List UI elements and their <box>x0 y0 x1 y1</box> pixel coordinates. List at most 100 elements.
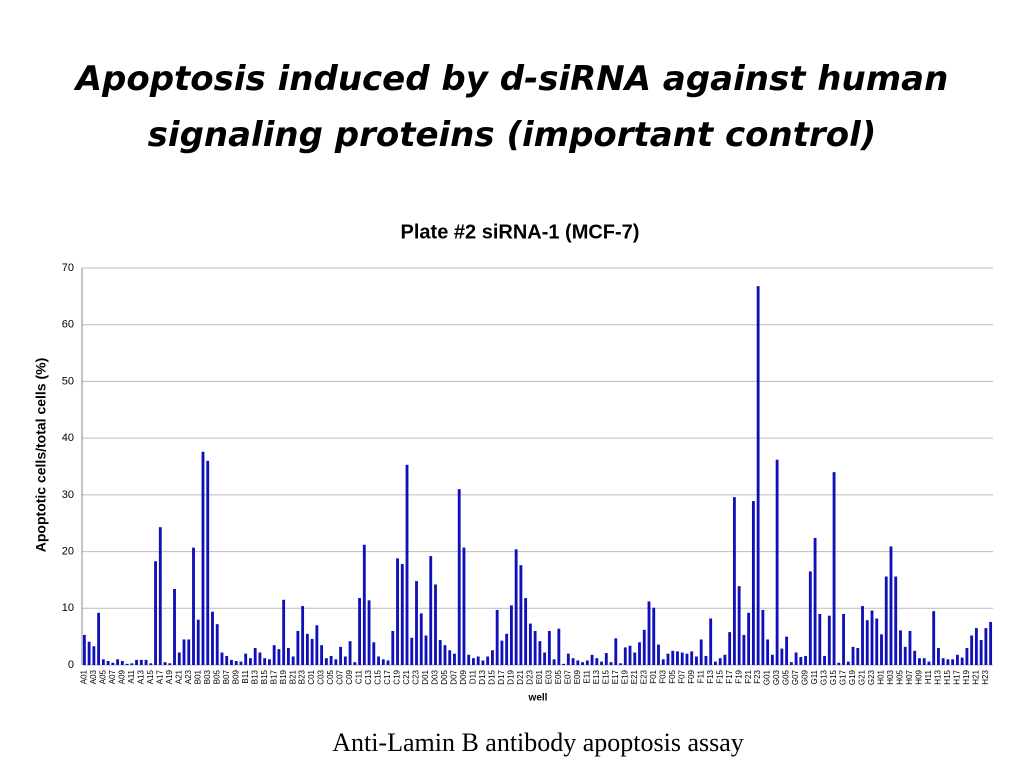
bar <box>415 581 418 665</box>
x-tick-label: H03 <box>886 669 895 684</box>
bar <box>348 641 352 665</box>
bar <box>367 600 371 665</box>
bar <box>766 639 770 665</box>
x-tick-label: E17 <box>611 669 620 684</box>
x-tick-label: A01 <box>79 669 88 684</box>
bar <box>666 653 670 665</box>
x-tick-label: E11 <box>582 669 591 683</box>
x-tick-label: H09 <box>915 669 924 684</box>
bar <box>258 652 262 665</box>
bar <box>472 658 475 665</box>
x-tick-label: B09 <box>231 669 240 684</box>
bar <box>979 640 983 665</box>
x-tick-label: D09 <box>459 669 468 684</box>
bar <box>846 661 850 665</box>
x-tick-label: A17 <box>155 669 164 684</box>
bar <box>946 659 950 665</box>
bar <box>918 658 921 665</box>
x-tick-label: B03 <box>203 669 212 684</box>
x-tick-label: G05 <box>782 669 791 685</box>
x-tick-label: C19 <box>393 669 402 684</box>
bar <box>865 620 869 665</box>
bar <box>206 460 210 665</box>
bar <box>410 637 414 665</box>
x-tick-label: F23 <box>753 669 762 683</box>
bar <box>158 527 162 665</box>
x-tick-label: C17 <box>383 669 392 684</box>
bar <box>775 459 779 665</box>
bar <box>604 653 608 665</box>
y-tick-label: 0 <box>68 659 74 671</box>
bar <box>182 639 186 665</box>
x-tick-label: C03 <box>317 669 326 684</box>
bar <box>827 615 831 665</box>
bar <box>163 662 167 665</box>
bar <box>657 644 660 665</box>
x-axis-label: well <box>528 693 548 704</box>
bar <box>405 464 409 665</box>
bar <box>111 662 115 665</box>
x-tick-label: F17 <box>725 669 734 683</box>
x-tick-label: A03 <box>89 669 98 684</box>
x-tick-label: F03 <box>658 669 667 683</box>
bar <box>960 657 964 665</box>
chart-title: Plate #2 siRNA-1 (MCF-7) <box>401 221 640 243</box>
x-tick-label: F07 <box>677 669 686 683</box>
bar <box>538 641 542 665</box>
bar <box>808 571 812 665</box>
x-tick-label: A13 <box>136 669 145 684</box>
bar <box>875 618 879 665</box>
bar <box>244 653 248 665</box>
bar <box>377 656 380 665</box>
bar <box>301 606 305 665</box>
x-tick-label: E23 <box>639 669 648 684</box>
bar <box>680 652 684 665</box>
bar <box>756 286 760 665</box>
bar <box>623 647 627 665</box>
bar <box>965 647 969 665</box>
bar <box>448 650 452 665</box>
bar <box>685 653 689 665</box>
bar <box>500 640 504 665</box>
bar <box>951 659 955 665</box>
x-tick-label: B21 <box>288 669 297 684</box>
y-tick-label: 60 <box>62 319 74 331</box>
x-tick-label: D21 <box>516 669 525 684</box>
bar <box>358 598 361 665</box>
bar <box>495 609 499 665</box>
x-tick-label: B17 <box>269 669 278 684</box>
x-tick-label: F13 <box>706 669 715 683</box>
x-tick-label: D07 <box>450 669 459 684</box>
x-tick-label: C11 <box>355 669 364 684</box>
x-tick-label: C21 <box>402 669 411 684</box>
bar <box>149 663 153 665</box>
bar <box>334 659 338 665</box>
x-tick-label: G23 <box>867 669 876 685</box>
x-tick-label: D13 <box>478 669 487 684</box>
bar <box>187 639 191 665</box>
bar <box>220 652 224 665</box>
bar <box>263 658 267 665</box>
bar <box>296 630 300 665</box>
bar <box>884 576 888 665</box>
bar <box>927 661 931 665</box>
bar <box>239 661 243 665</box>
bar <box>585 660 589 665</box>
x-tick-label: D23 <box>525 669 534 684</box>
bar <box>737 586 741 665</box>
bar <box>462 547 466 665</box>
bar <box>116 659 120 665</box>
x-tick-label: E09 <box>573 669 582 684</box>
bar <box>434 584 437 665</box>
bar <box>476 656 480 665</box>
x-tick-label: D17 <box>497 669 506 684</box>
bar <box>443 645 447 665</box>
x-tick-label: E15 <box>601 669 610 684</box>
bar <box>391 630 395 665</box>
bar <box>932 611 936 665</box>
bar <box>125 663 129 665</box>
bar <box>201 451 205 665</box>
bar <box>253 647 257 665</box>
bar <box>305 633 309 665</box>
